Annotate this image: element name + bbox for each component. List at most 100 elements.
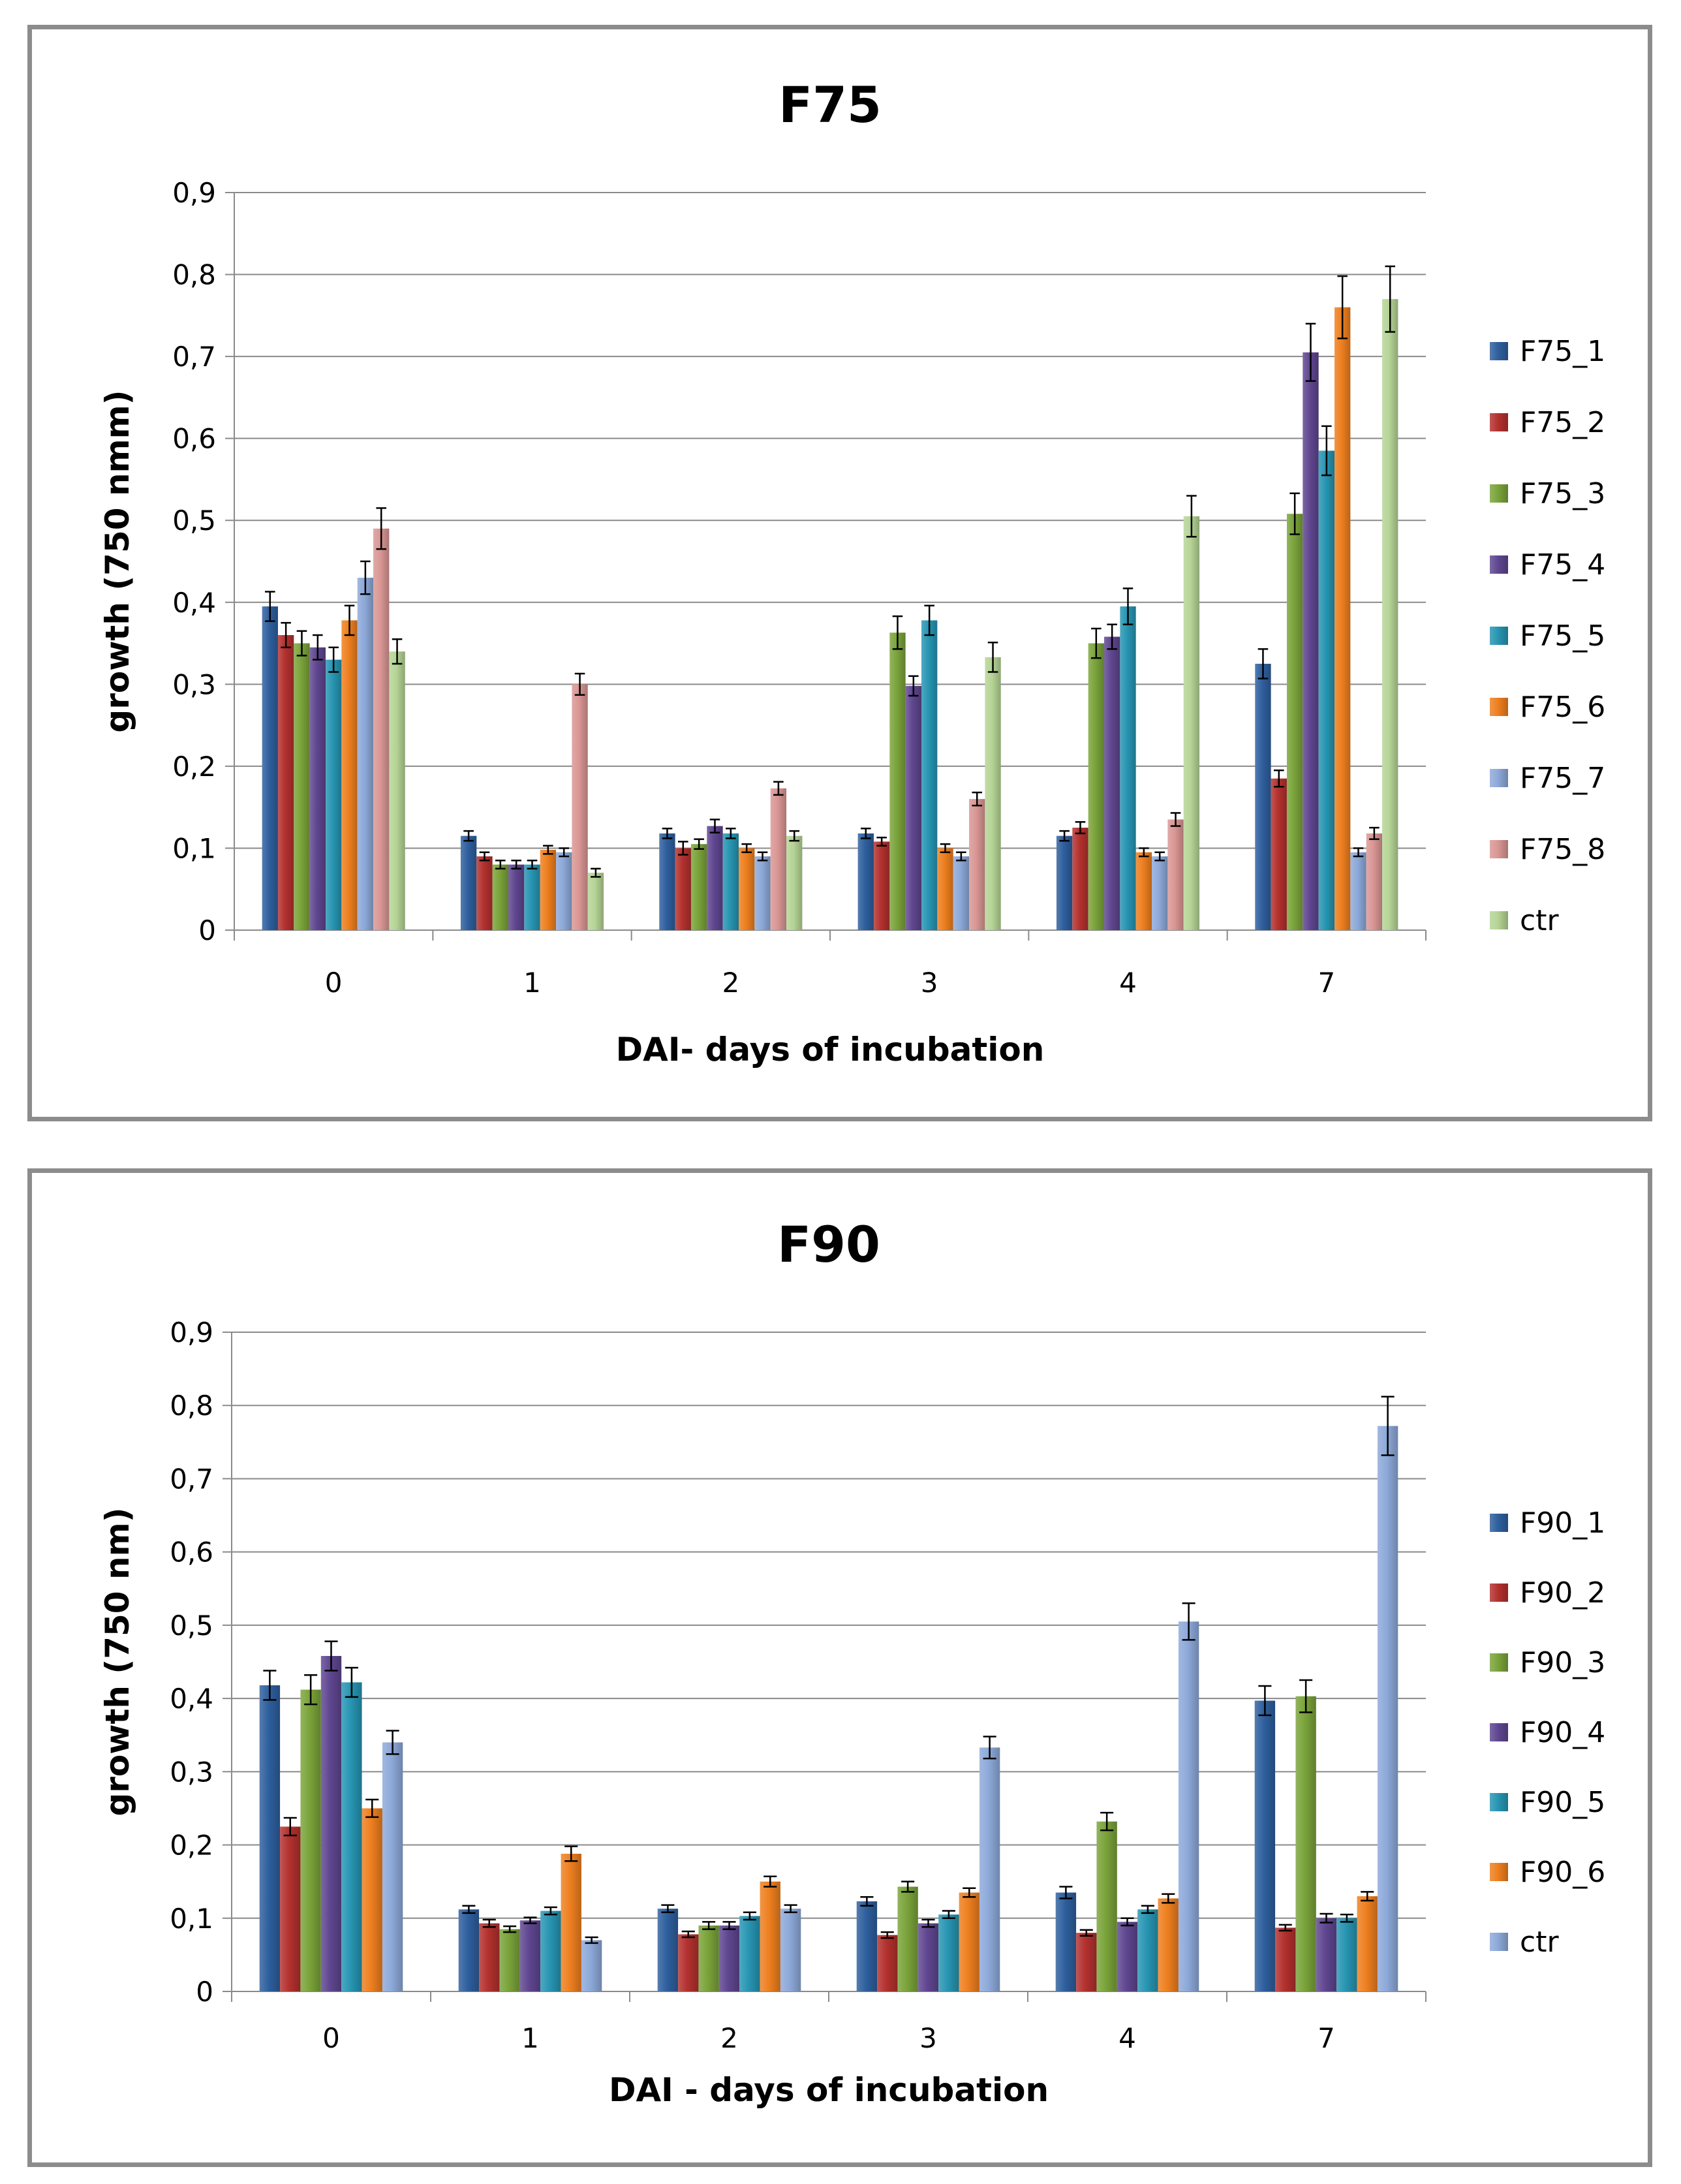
bar: [1334, 307, 1351, 930]
bar: [722, 833, 739, 930]
bar: [959, 1892, 979, 1991]
bar: [508, 864, 525, 930]
bar: [979, 1747, 1000, 1991]
bar: [1076, 1933, 1097, 1991]
bar: [675, 848, 691, 930]
bar: [918, 1923, 939, 1991]
bar: [524, 864, 540, 930]
bar: [969, 799, 985, 930]
bar: [476, 856, 493, 930]
legend-swatch: [1490, 769, 1508, 787]
bar: [1286, 514, 1303, 930]
legend-swatch: [1490, 1793, 1508, 1811]
legend-label: F75_3: [1520, 477, 1605, 510]
bar: [921, 620, 938, 930]
bar: [1120, 606, 1136, 930]
bar: [873, 841, 890, 930]
bar: [382, 1742, 403, 1991]
bar: [581, 1940, 602, 1991]
legend-swatch: [1490, 1653, 1508, 1672]
bar: [698, 1926, 719, 1991]
x-tick-label: 4: [1118, 2022, 1136, 2054]
y-tick-label: 0,6: [172, 423, 216, 455]
bar: [786, 835, 803, 930]
x-tick-label: 4: [1119, 967, 1137, 999]
bar: [519, 1920, 541, 1991]
bar: [262, 606, 278, 930]
x-tick-label: 0: [325, 967, 343, 999]
y-tick-label: 0,3: [170, 1756, 213, 1788]
legend-label: F75_7: [1520, 762, 1605, 795]
y-tick-label: 0,7: [172, 341, 216, 373]
legend-label: F75_2: [1520, 406, 1605, 439]
bar: [1072, 828, 1088, 930]
legend-swatch: [1490, 698, 1508, 716]
y-tick-label: 0,9: [172, 177, 216, 209]
bar: [479, 1923, 500, 1991]
legend-label: F90_2: [1520, 1576, 1605, 1610]
bar: [587, 873, 604, 930]
legend-swatch: [1490, 1863, 1508, 1881]
bar: [1152, 856, 1168, 930]
bar: [389, 651, 405, 930]
bar: [341, 1682, 362, 1991]
bar: [938, 1914, 959, 1991]
legend-label: F90_6: [1520, 1856, 1605, 1889]
y-tick-label: 0,3: [172, 668, 216, 700]
bar: [1295, 1696, 1316, 1991]
legend-swatch: [1490, 555, 1508, 574]
bar: [1183, 516, 1200, 930]
bar: [718, 1926, 740, 1991]
y-tick-label: 0,5: [170, 1610, 213, 1642]
y-tick-label: 0,7: [170, 1463, 213, 1495]
x-tick-label: 3: [921, 967, 938, 999]
bar: [341, 620, 358, 930]
bar: [362, 1808, 382, 1991]
bar: [1135, 852, 1152, 930]
bar: [856, 1901, 878, 1991]
legend-label: F75_5: [1520, 619, 1605, 653]
bar: [1336, 1918, 1357, 1991]
y-axis-title: growth (750 nmm): [99, 390, 136, 732]
bar: [325, 659, 342, 930]
y-tick-label: 0,4: [170, 1683, 213, 1715]
bar: [1158, 1898, 1179, 1991]
bar: [1137, 1909, 1158, 1991]
bar: [1271, 778, 1287, 930]
bar: [1303, 352, 1319, 930]
legend-swatch: [1490, 342, 1508, 360]
legend-label: ctr: [1520, 904, 1559, 937]
legend-label: F75_8: [1520, 833, 1605, 866]
legend-label: ctr: [1520, 1926, 1559, 1959]
bar: [1366, 833, 1383, 930]
legend-swatch: [1490, 840, 1508, 858]
y-tick-label: 0,1: [170, 1903, 213, 1935]
bar: [1056, 835, 1073, 930]
bar: [540, 1911, 561, 1991]
x-axis-title: DAI - days of incubation: [609, 2071, 1049, 2109]
y-tick-label: 0,2: [170, 1830, 213, 1862]
bar: [659, 833, 675, 930]
bar: [300, 1689, 321, 1991]
bar: [937, 848, 953, 930]
x-tick-label: 7: [1318, 967, 1335, 999]
bar: [770, 788, 787, 930]
bar: [373, 528, 390, 930]
x-tick-label: 2: [722, 967, 739, 999]
bar: [492, 864, 508, 930]
bar: [857, 833, 874, 930]
bar: [1318, 450, 1335, 930]
bar: [953, 856, 970, 930]
legend-swatch: [1490, 1933, 1508, 1951]
bar: [739, 1916, 760, 1991]
legend-label: F90_5: [1520, 1786, 1605, 1819]
y-tick-label: 0,4: [172, 587, 216, 619]
y-tick-label: 0,8: [172, 259, 216, 291]
legend-swatch: [1490, 1723, 1508, 1741]
legend-swatch: [1490, 1514, 1508, 1532]
legend-label: F75_4: [1520, 548, 1605, 582]
legend-swatch: [1490, 627, 1508, 645]
bar: [499, 1929, 520, 1991]
bar: [1178, 1621, 1199, 1991]
bar: [780, 1909, 801, 1991]
